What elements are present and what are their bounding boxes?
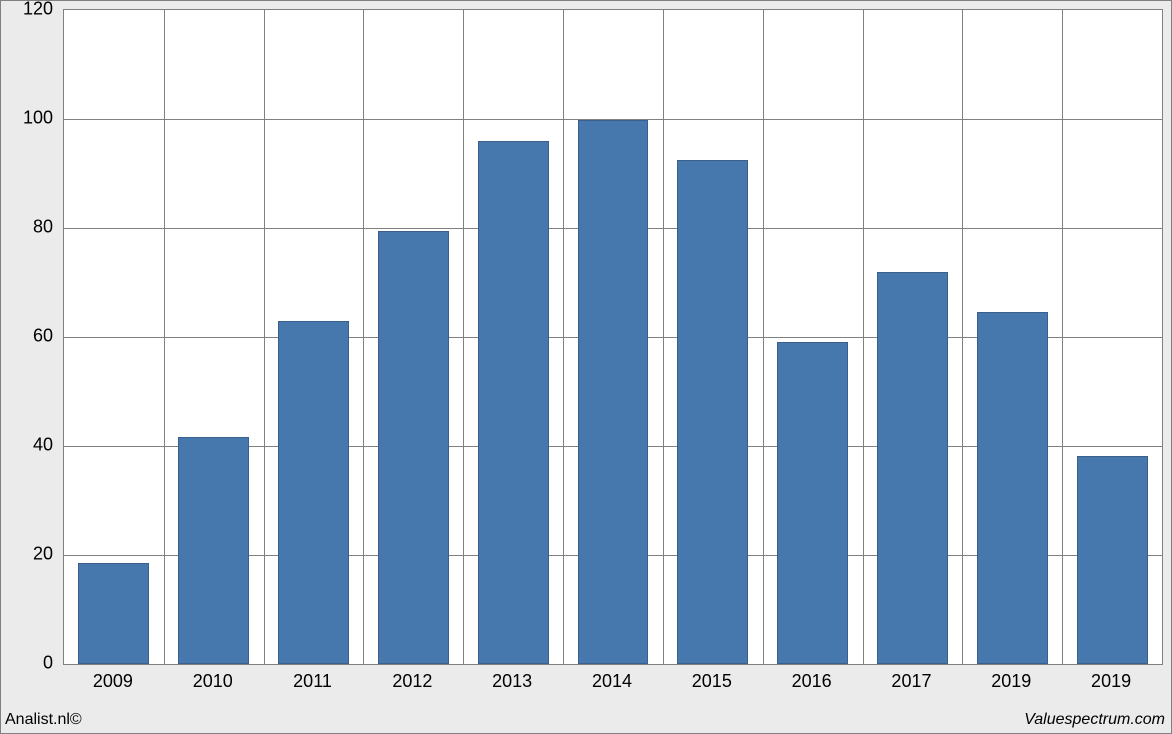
x-tick-label: 2017 [891, 671, 931, 692]
bar [977, 312, 1048, 664]
bar [178, 437, 249, 664]
y-tick-label: 120 [1, 0, 53, 20]
gridline-v [863, 10, 864, 664]
y-tick-label: 80 [1, 217, 53, 238]
gridline-v [962, 10, 963, 664]
footer-left: Analist.nl© [5, 711, 82, 729]
bar [1077, 456, 1148, 664]
x-tick-label: 2010 [193, 671, 233, 692]
bar [677, 160, 748, 664]
bar [78, 563, 149, 664]
x-tick-label: 2012 [392, 671, 432, 692]
gridline-v [563, 10, 564, 664]
gridline-v [1062, 10, 1063, 664]
y-tick-label: 60 [1, 326, 53, 347]
bar [278, 321, 349, 664]
y-tick-label: 100 [1, 108, 53, 129]
gridline-v [663, 10, 664, 664]
bar [378, 231, 449, 664]
gridline-v [164, 10, 165, 664]
bar [478, 141, 549, 664]
x-tick-label: 2019 [1091, 671, 1131, 692]
plot-area [63, 9, 1163, 665]
bar [777, 342, 848, 664]
x-tick-label: 2011 [293, 671, 332, 692]
gridline-v [463, 10, 464, 664]
bar [877, 272, 948, 664]
x-tick-label: 2009 [93, 671, 133, 692]
footer-right: Valuespectrum.com [1024, 711, 1165, 729]
x-tick-label: 2015 [692, 671, 732, 692]
x-tick-label: 2016 [792, 671, 832, 692]
chart-container: Analist.nl© Valuespectrum.com 0 20 40 60 80 1… [0, 0, 1172, 734]
gridline-v [363, 10, 364, 664]
gridline-v [264, 10, 265, 664]
y-tick-label: 0 [1, 653, 53, 674]
x-tick-label: 2013 [492, 671, 532, 692]
bar [578, 120, 649, 664]
x-tick-label: 2019 [991, 671, 1031, 692]
x-tick-label: 2014 [592, 671, 632, 692]
y-tick-label: 20 [1, 544, 53, 565]
gridline-v [763, 10, 764, 664]
y-tick-label: 40 [1, 435, 53, 456]
